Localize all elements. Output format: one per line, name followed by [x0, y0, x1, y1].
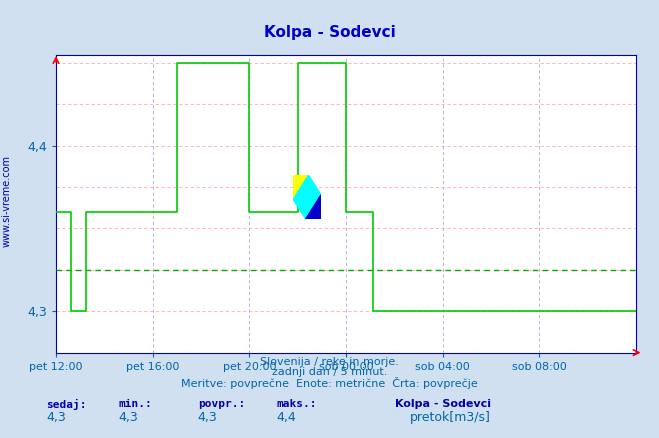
Text: Slovenija / reke in morje.: Slovenija / reke in morje.	[260, 357, 399, 367]
Text: www.si-vreme.com: www.si-vreme.com	[1, 155, 12, 247]
Polygon shape	[306, 195, 321, 219]
Text: Kolpa - Sodevci: Kolpa - Sodevci	[395, 399, 492, 409]
Text: min.:: min.:	[119, 399, 152, 409]
Text: Kolpa - Sodevci: Kolpa - Sodevci	[264, 25, 395, 40]
Text: maks.:: maks.:	[277, 399, 317, 409]
Text: pretok[m3/s]: pretok[m3/s]	[410, 411, 491, 424]
Text: 4,3: 4,3	[46, 411, 66, 424]
Polygon shape	[293, 175, 321, 219]
Text: 4,4: 4,4	[277, 411, 297, 424]
Text: 4,3: 4,3	[119, 411, 138, 424]
Text: zadnji dan / 5 minut.: zadnji dan / 5 minut.	[272, 367, 387, 377]
Polygon shape	[293, 175, 308, 199]
Text: Meritve: povprečne  Enote: metrične  Črta: povprečje: Meritve: povprečne Enote: metrične Črta:…	[181, 377, 478, 389]
Text: sedaj:: sedaj:	[46, 399, 86, 410]
Text: 4,3: 4,3	[198, 411, 217, 424]
Text: povpr.:: povpr.:	[198, 399, 245, 409]
